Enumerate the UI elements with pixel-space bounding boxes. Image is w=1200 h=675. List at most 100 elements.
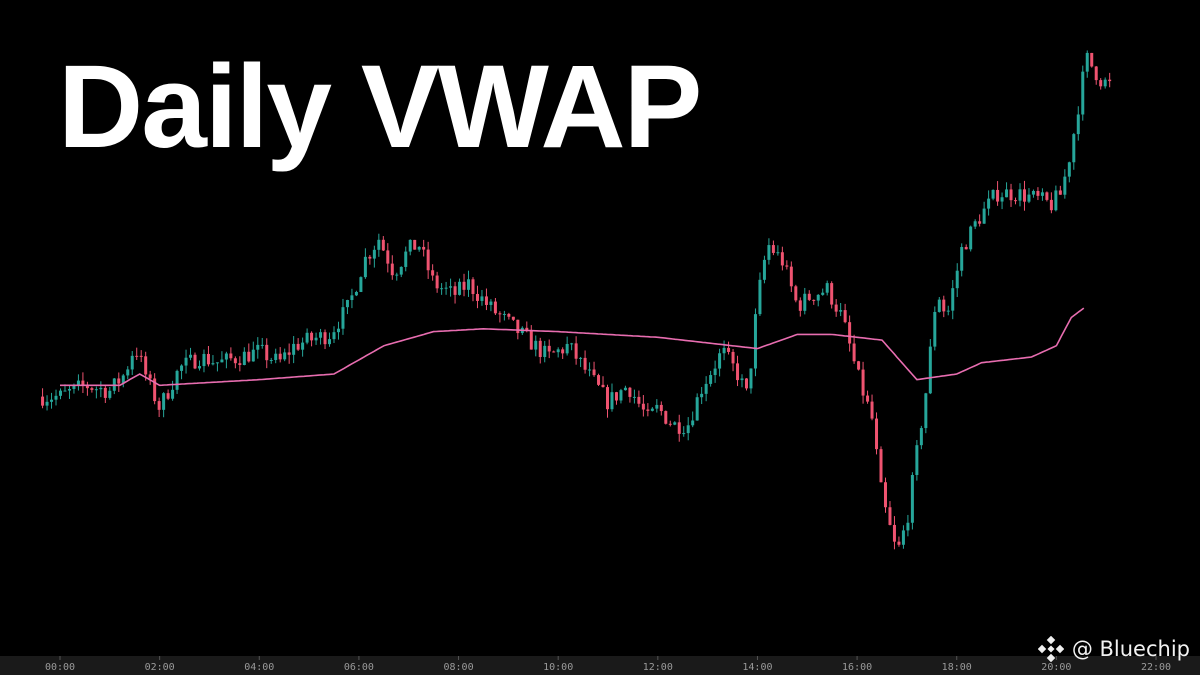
candle-body [883, 482, 887, 508]
candle-body [955, 270, 959, 289]
candle-body [565, 343, 569, 354]
time-axis-ticks: 00:00 02:00 04:00 06:00 08:00 10:00 12:00 14:00… [45, 656, 1171, 673]
candle-body [731, 351, 735, 364]
candle-body [139, 355, 143, 357]
candle-body [579, 357, 583, 359]
candle-body [861, 369, 865, 396]
candle-body [211, 363, 215, 365]
candle-body [695, 397, 699, 421]
candle-body [467, 279, 471, 290]
candle-body [888, 507, 892, 525]
candle-body [426, 249, 430, 271]
candle-body [103, 387, 107, 398]
candle-body [709, 375, 713, 384]
candle-body [498, 313, 502, 315]
candle-body [144, 356, 148, 375]
candle-body [453, 286, 457, 295]
candle-body [399, 266, 403, 275]
candle-body [462, 281, 466, 290]
candle-body [937, 299, 941, 312]
candle-body [76, 380, 80, 385]
candle-body [866, 395, 870, 402]
candle-body [762, 259, 766, 280]
candle-body [368, 256, 372, 259]
candle-body [659, 404, 663, 412]
candle-body [601, 384, 605, 388]
candle-body [345, 300, 349, 308]
candle-body [785, 265, 789, 267]
candle-body [991, 189, 995, 199]
candle-body [780, 252, 784, 266]
candle-body [94, 389, 98, 391]
candle-body [157, 401, 161, 410]
candle-body [386, 250, 390, 264]
time-tick-label: 16:00 [842, 662, 872, 673]
candle-body [440, 288, 444, 290]
candle-body [843, 310, 847, 323]
candle-body [1085, 52, 1089, 72]
candle-body [610, 392, 614, 410]
candle-body [736, 363, 740, 381]
candle-body [704, 383, 708, 394]
candle-body [552, 351, 556, 353]
candle-body [848, 322, 852, 344]
candle-body [475, 293, 479, 301]
candle-body [798, 300, 802, 311]
candle-body [99, 387, 103, 390]
candle-body [753, 314, 757, 369]
candle-body [529, 330, 533, 350]
candle-body [547, 345, 551, 352]
candle-body [744, 378, 748, 389]
candle-body [623, 387, 627, 391]
candle-body [857, 361, 861, 370]
candle-body [135, 355, 139, 357]
time-tick-label: 04:00 [244, 662, 274, 673]
time-tick-label: 02:00 [145, 662, 175, 673]
candle-body [677, 422, 681, 434]
candle-body [166, 393, 170, 399]
candle-body [960, 247, 964, 271]
candle-body [641, 403, 645, 410]
candle-body [969, 226, 973, 250]
candle-body [50, 399, 54, 402]
candle-body [1054, 190, 1058, 211]
candle-body [1090, 52, 1094, 67]
candle-body [673, 422, 677, 425]
candle-body [794, 286, 798, 301]
candle-body [825, 283, 829, 293]
candle-body [493, 301, 497, 314]
candle-body [72, 384, 76, 389]
candle-body [588, 369, 592, 371]
candle-body [511, 316, 515, 320]
candle-body [305, 332, 309, 343]
candle-body [879, 449, 883, 483]
candle-body [722, 347, 726, 354]
candle-body [1081, 71, 1085, 115]
candle-body [628, 387, 632, 397]
candle-body [278, 353, 282, 360]
candle-body [301, 342, 305, 350]
candle-body [328, 339, 332, 345]
candle-body [1067, 162, 1071, 177]
candle-body [1031, 190, 1035, 195]
candle-body [996, 189, 1000, 202]
candle-body [713, 368, 717, 376]
candle-body [45, 401, 49, 406]
candle-body [197, 366, 201, 369]
candle-body [67, 388, 71, 391]
candle-body [260, 344, 264, 346]
candle-body [1094, 66, 1098, 81]
candle-body [650, 408, 654, 411]
candle-body [740, 378, 744, 381]
candle-body [1040, 192, 1044, 196]
candle-body [310, 332, 314, 341]
candle-body [121, 375, 125, 384]
candle-body [404, 251, 408, 267]
candle-body [148, 374, 152, 379]
candle-body [1014, 200, 1018, 202]
candle-body [691, 420, 695, 426]
candle-body [1099, 80, 1103, 87]
candle-body [390, 263, 394, 276]
candle-body [892, 524, 896, 542]
